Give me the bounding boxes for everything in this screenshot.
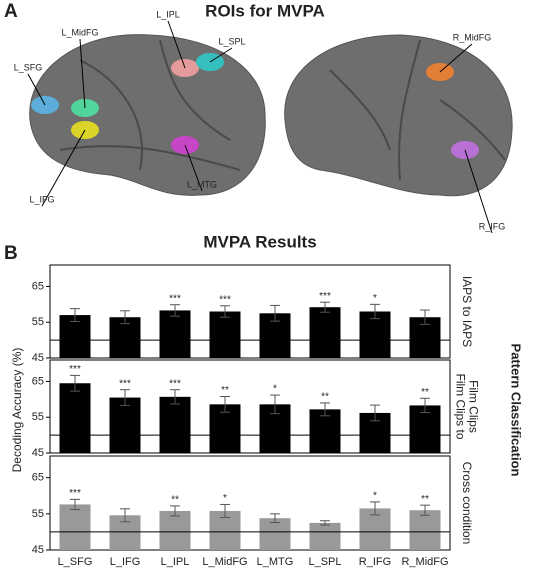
- roi-label: L_MTG: [187, 179, 217, 189]
- bar: [209, 311, 241, 358]
- roi-pointer: [464, 149, 493, 234]
- significance: ***: [319, 291, 331, 302]
- significance: **: [421, 494, 429, 505]
- significance: ***: [219, 294, 231, 305]
- panel-subtitle: Film Clips to: [453, 373, 467, 439]
- y-tick-label: 45: [32, 544, 44, 556]
- significance: ***: [119, 378, 131, 389]
- significance: **: [321, 392, 329, 403]
- right-brain: [284, 34, 513, 197]
- bar: [309, 409, 341, 453]
- y-tick-label: 55: [32, 316, 44, 328]
- x-tick-label: R_MidFG: [401, 556, 448, 568]
- brain-surface: [284, 34, 513, 197]
- y-tick-label: 65: [32, 280, 44, 292]
- bar: [59, 383, 91, 453]
- roi-label: L_IFG: [29, 194, 54, 204]
- panel-subtitle: IAPS to IAPS: [460, 276, 474, 347]
- roi-pointer: [184, 144, 203, 192]
- x-tick-label: L_MidFG: [202, 556, 247, 568]
- roi-pointer: [209, 47, 233, 63]
- left-brain: [29, 34, 266, 196]
- bar: [309, 307, 341, 358]
- x-tick-label: L_IFG: [110, 556, 141, 568]
- roi-label: L_SFG: [14, 62, 43, 72]
- roi-pointer: [79, 38, 86, 109]
- bar: [59, 315, 91, 358]
- bar: [59, 504, 91, 550]
- bar: [409, 510, 441, 550]
- bar: [309, 522, 341, 550]
- roi-label: R_MidFG: [453, 32, 492, 42]
- roi-label: L_IPL: [156, 9, 180, 19]
- plot-frame: [49, 359, 451, 454]
- panel-label: B: [4, 243, 18, 264]
- roi-label: L_SPL: [218, 36, 245, 46]
- significance: *: [373, 293, 377, 304]
- x-tick-label: R_IFG: [359, 556, 391, 568]
- bar: [159, 510, 191, 550]
- x-tick-label: L_MTG: [257, 556, 294, 568]
- roi-pointer: [439, 43, 473, 73]
- roi-label: L_MidFG: [61, 27, 98, 37]
- bar: [159, 396, 191, 453]
- y-axis-label: Decoding Accuracy (%): [10, 348, 24, 473]
- panel-label: A: [4, 1, 18, 22]
- significance: *: [223, 493, 227, 504]
- significance: *: [373, 491, 377, 502]
- significance: ***: [169, 293, 181, 304]
- bar: [159, 310, 191, 358]
- roi-pointer: [27, 73, 46, 106]
- brain-title: ROIs for MVPA: [205, 1, 325, 20]
- significance: ***: [69, 364, 81, 375]
- significance: **: [221, 385, 229, 396]
- brain-surface: [29, 34, 266, 196]
- significance: **: [421, 387, 429, 398]
- sulcus: [329, 39, 506, 181]
- bar: [259, 518, 291, 550]
- y-tick-label: 65: [32, 472, 44, 484]
- x-tick-label: L_IPL: [161, 556, 190, 568]
- plot-frame: [49, 455, 451, 551]
- bar: [409, 405, 441, 453]
- x-tick-label: L_SFG: [58, 556, 93, 568]
- x-tick-label: L_SPL: [308, 556, 341, 568]
- y-tick-label: 45: [32, 352, 44, 364]
- y-tick-label: 65: [32, 375, 44, 387]
- significance: **: [171, 495, 179, 506]
- sulcus: [59, 39, 241, 171]
- y-tick-label: 55: [32, 411, 44, 423]
- roi-pointer: [167, 20, 186, 69]
- roi-pointer: [41, 129, 86, 207]
- y-tick-label: 55: [32, 508, 44, 520]
- chart-title: MVPA Results: [203, 232, 316, 251]
- side-label: Pattern Classification: [509, 344, 524, 477]
- roi-label: R_IFG: [479, 221, 506, 231]
- bar: [359, 311, 391, 358]
- significance: ***: [169, 378, 181, 389]
- significance: *: [273, 384, 277, 395]
- panel-subtitle: Cross condition: [460, 462, 474, 545]
- significance: ***: [69, 488, 81, 499]
- bar: [109, 397, 141, 453]
- y-tick-label: 45: [32, 447, 44, 459]
- panel-subtitle: Film Clips: [466, 380, 480, 433]
- plot-frame: [49, 264, 451, 359]
